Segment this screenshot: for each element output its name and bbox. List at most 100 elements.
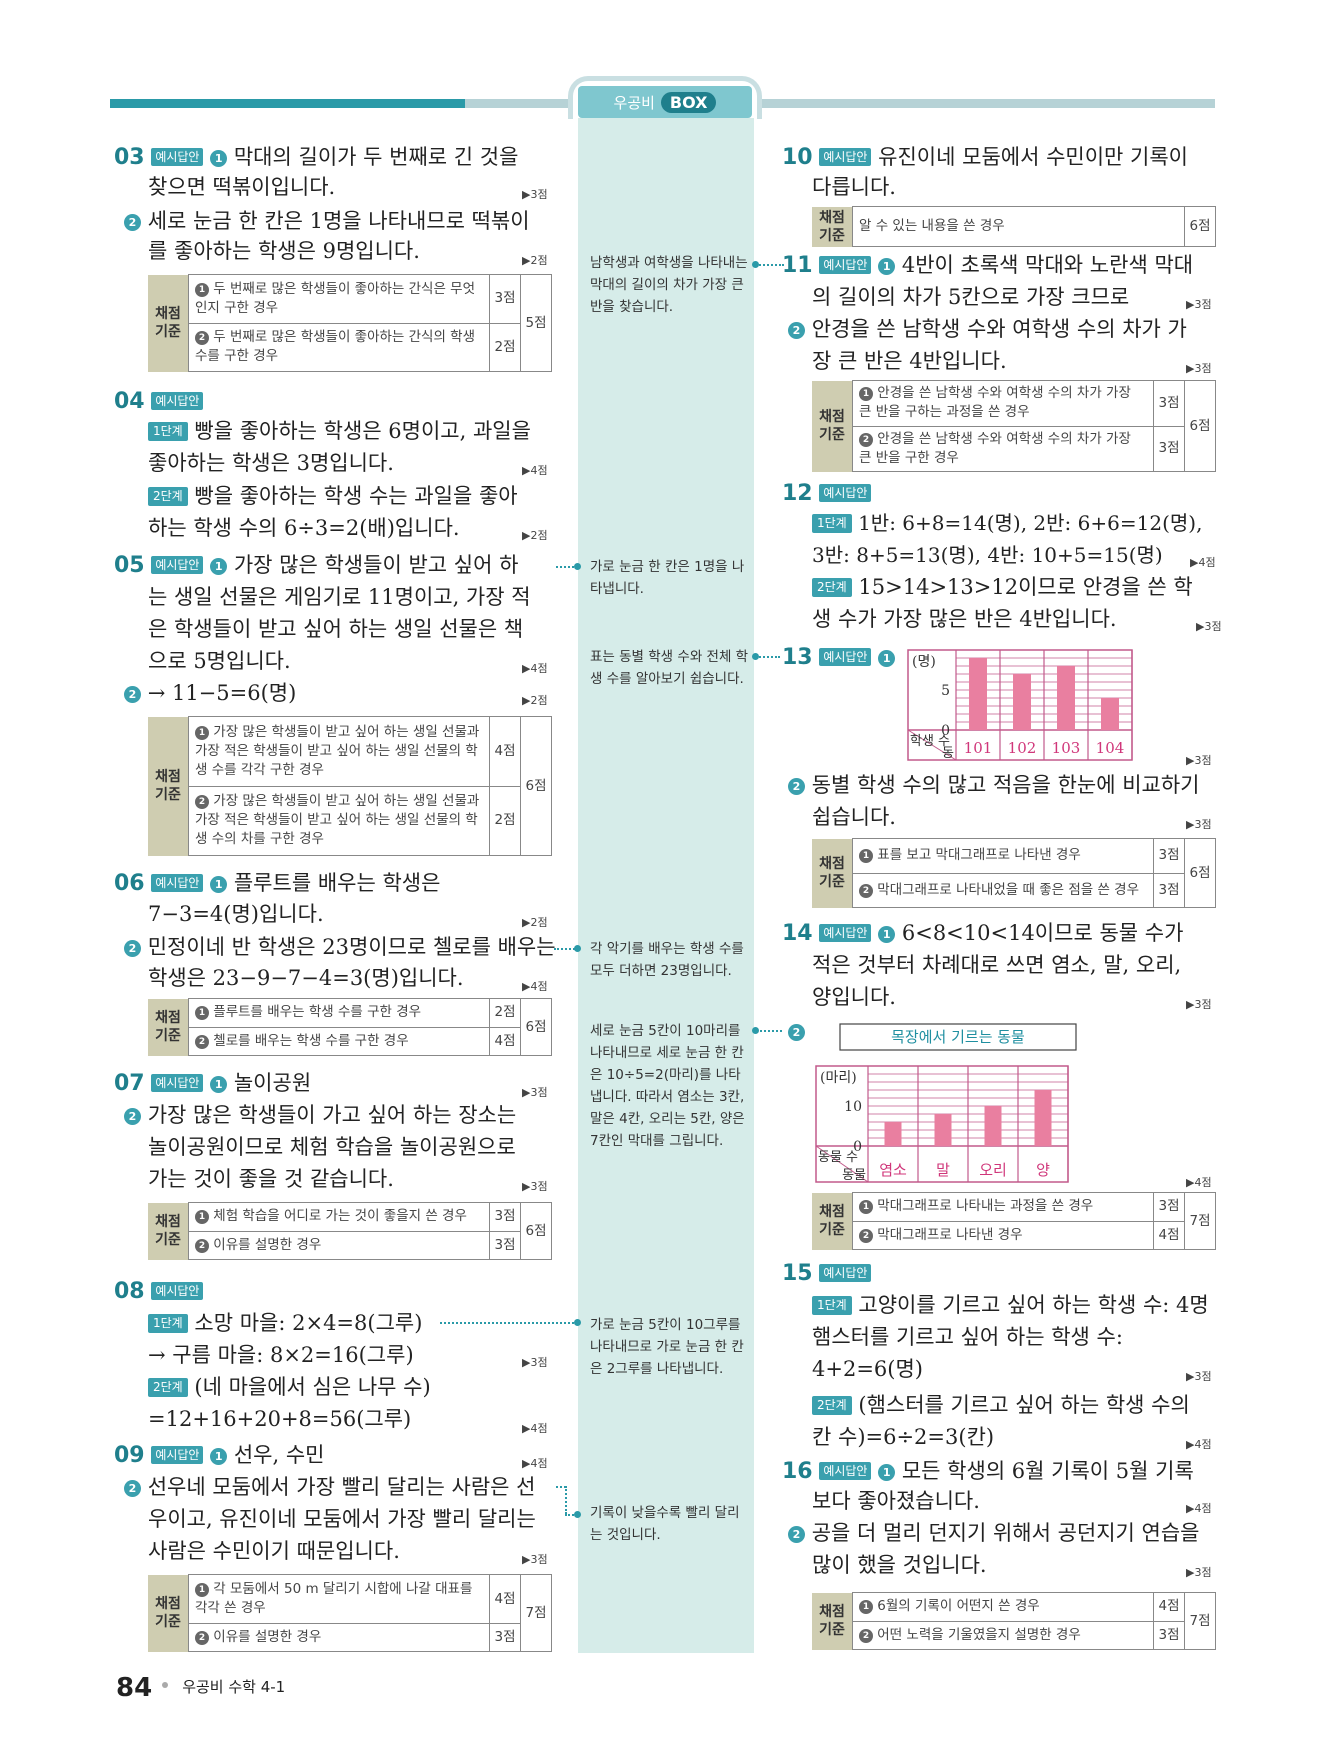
circle-2-icon: 2 (124, 1480, 141, 1497)
q06-points1: ▶2점 (522, 916, 548, 929)
q12-line0: 12 예시답안 (782, 478, 872, 509)
circle-1-icon: 1 (210, 1076, 228, 1093)
grading-points: 4점 (1153, 1220, 1185, 1250)
q08-number: 08 (114, 1279, 145, 1304)
note-3: 표는 동별 학생 수와 전체 학생 수를 알아보기 쉽습니다. (590, 649, 749, 687)
grading-text: 안경을 쓴 남학생 수와 여학생 수의 차가 가장 큰 반을 구한 경우 (859, 430, 1131, 466)
example-answer-tag: 예시답안 (151, 392, 204, 410)
circle-1-icon: 1 (210, 558, 228, 575)
q07-line3: 놀이공원이므로 체험 학습을 놀이공원으로 (148, 1135, 516, 1159)
q12-line3: 2단계 15>14>13>12이므로 안경을 쓴 학 (812, 572, 1193, 602)
q04-text: 빵을 좋아하는 학생은 6명이고, 과일을 (194, 419, 531, 443)
q13-bar-chart: 학생 수동 (명) 5 0 101 102 103 104 (907, 649, 1133, 761)
grading-points: 3점 (1153, 872, 1185, 908)
q04-line4: 하는 학생 수의 6÷3=2(배)입니다. (148, 516, 460, 540)
grading-total: 5점 (520, 274, 552, 372)
connector (556, 1486, 566, 1488)
connector-dot (574, 1511, 581, 1518)
grading-points: 4점 (1153, 1592, 1185, 1622)
connector (756, 1030, 782, 1032)
circle-1-icon: 1 (195, 1006, 209, 1021)
q13-line2: 쉽습니다. (812, 805, 896, 829)
step1-tag: 1단계 (812, 514, 852, 533)
grading-label: 채점 기준 (812, 1192, 853, 1250)
example-answer-tag: 예시답안 (151, 556, 204, 574)
q04-line1: 1단계 빵을 좋아하는 학생은 6명이고, 과일을 (148, 416, 531, 446)
circle-2-icon: 2 (124, 214, 141, 231)
grading-item: 1 두 번째로 많은 학생들이 좋아하는 간식은 무엇인지 구한 경우 (188, 274, 490, 324)
step2-tag: 2단계 (812, 1396, 852, 1415)
circle-2-icon: 2 (859, 1228, 873, 1243)
grading-points: 2점 (489, 322, 521, 372)
q07-line2: 2 가장 많은 학생들이 가고 싶어 하는 장소는 (124, 1100, 516, 1130)
q06-text: 플루트를 배우는 학생은 (233, 871, 441, 895)
grading-item: 1 체험 학습을 어디로 가는 것이 좋을지 쓴 경우 (188, 1202, 490, 1232)
y-tick-label: 0 (941, 723, 950, 739)
q14-number: 14 (782, 921, 813, 946)
grading-item: 2 안경을 쓴 남학생 수와 여학생 수의 차가 가장 큰 반을 구한 경우 (852, 425, 1154, 472)
grading-text: 이유를 설명한 경우 (213, 1236, 322, 1253)
example-answer-tag: 예시답안 (819, 924, 872, 942)
q04-line3: 2단계 빵을 좋아하는 학생 수는 과일을 좋아 (148, 481, 518, 511)
q12-line1: 1단계 1반: 6+8=14(명), 2반: 6+6=12(명), (812, 508, 1202, 538)
example-answer-tag: 예시답안 (819, 1264, 872, 1282)
q03-line3: 2 세로 눈금 한 칸은 1명을 나타내므로 떡볶이 (124, 206, 530, 236)
grading-label: 채점 기준 (148, 274, 189, 372)
q15-line1: 1단계 고양이를 기르고 싶어 하는 학생 수: 4명 (812, 1290, 1209, 1320)
q06-grading-table: 채점 기준 1 플루트를 배우는 학생 수를 구한 경우 2점 6점 2 첼로를… (148, 998, 552, 1056)
q15-points1: ▶3점 (1186, 1370, 1212, 1383)
q13-points1: ▶3점 (1186, 754, 1212, 767)
q13-number: 13 (782, 645, 813, 670)
q15-text2: (햄스터를 기르고 싶어 하는 학생 수의 (858, 1393, 1190, 1417)
note-2: 가로 눈금 한 칸은 1명을 나타냅니다. (590, 559, 745, 597)
grading-total: 6점 (1184, 380, 1216, 472)
q14-text: 6<8<10<14이므로 동물 수가 (901, 921, 1184, 945)
category-label: 말 (936, 1161, 950, 1179)
q13-line0: 13 예시답안 1 (782, 642, 896, 673)
example-answer-tag: 예시답안 (151, 874, 204, 892)
q04-line0: 04 예시답안 (114, 386, 204, 417)
q09-points1: ▶4점 (522, 1457, 548, 1470)
circle-1-icon: 1 (210, 876, 228, 893)
q12-line2: 3반: 8+5=13(명), 4반: 10+5=15(명) (812, 543, 1163, 567)
q08-text2: (네 마을에서 심은 나무 수) (194, 1375, 431, 1399)
grading-text: 두 번째로 많은 학생들이 좋아하는 간식의 학생 수를 구한 경우 (195, 329, 476, 365)
q05-text: 가장 많은 학생들이 받고 싶어 하 (233, 553, 519, 577)
q07-line1: 07 예시답안 1 놀이공원 (114, 1068, 311, 1099)
grading-text: 체험 학습을 어디로 가는 것이 좋을지 쓴 경우 (213, 1208, 467, 1225)
q06-line2: 7−3=4(명)입니다. (148, 902, 324, 926)
example-answer-tag: 예시답안 (151, 148, 204, 166)
example-answer-tag: 예시답안 (151, 1446, 204, 1464)
q15-line2: 햄스터를 기르고 싶어 하는 학생 수: (812, 1325, 1123, 1349)
grading-text: 막대그래프로 나타낸 경우 (877, 1226, 1023, 1243)
col-label: 동물 (842, 1168, 866, 1183)
q16-points1: ▶4점 (1186, 1502, 1212, 1515)
circle-1-icon: 1 (195, 1210, 209, 1225)
q12-text2: 15>14>13>12이므로 안경을 쓴 학 (858, 575, 1193, 599)
q12-number: 12 (782, 481, 813, 506)
q15-line5: 칸 수)=6÷2=3(칸) (812, 1425, 995, 1449)
grading-points: 3점 (1153, 838, 1185, 874)
q05-line4: 으로 5명입니다. (148, 649, 291, 673)
bar (1034, 1090, 1052, 1146)
note-6: 가로 눈금 5칸이 10그루를 나타내므로 가로 눈금 한 칸은 2그루를 나타… (590, 1317, 744, 1377)
bar (1057, 666, 1075, 730)
grading-label: 채점 기준 (148, 1202, 189, 1260)
q07-points1: ▶3점 (522, 1086, 548, 1099)
grading-label: 채점 기준 (148, 1574, 189, 1652)
step2-tag: 2단계 (812, 578, 852, 597)
grading-total: 7점 (1184, 1192, 1216, 1250)
grading-points: 3점 (1153, 380, 1185, 427)
note-1: 남학생과 여학생을 나타내는 막대의 길이의 차가 가장 큰 반을 찾습니다. (590, 255, 748, 315)
circle-2-icon: 2 (859, 1628, 873, 1643)
connector-dot (574, 1319, 581, 1326)
category-label: 101 (964, 739, 993, 757)
grading-item: 1 각 모둠에서 50 m 달리기 시합에 나갈 대표를 각각 쓴 경우 (188, 1573, 490, 1625)
middle-column (578, 118, 754, 1653)
q16-grading-table: 채점 기준 1 6월의 기록이 어떤지 쓴 경우 4점 7점 2 어떤 노력을 … (812, 1592, 1216, 1650)
circle-2-icon: 2 (195, 795, 209, 810)
q11-text: 4반이 초록색 막대와 노란색 막대 (901, 253, 1194, 277)
q13-text: 동별 학생 수의 많고 적음을 한눈에 비교하기 (811, 773, 1200, 797)
category-label: 양 (1036, 1161, 1050, 1179)
grading-item: 2 이유를 설명한 경우 (188, 1230, 490, 1260)
